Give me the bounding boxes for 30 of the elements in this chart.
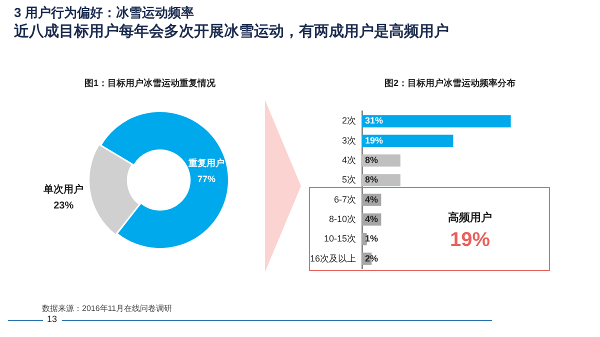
annotation: 高频用户	[447, 210, 493, 225]
data-label: 77%	[198, 174, 216, 184]
y-tick-label: 6-7次	[334, 194, 356, 204]
data-label: 1%	[365, 234, 378, 244]
y-tick-label: 4次	[342, 155, 356, 166]
text: 近八成目标用户每年会多次开展冰雪运动，有两成用户是高频用户	[14, 22, 449, 41]
data-label: 31%	[365, 116, 384, 126]
y-tick-label: 3次	[342, 135, 356, 146]
y-tick-label: 5次	[342, 174, 356, 185]
bar	[362, 134, 454, 147]
chart-title: 图2：目标用户冰雪运动频率分布	[383, 77, 516, 90]
y-tick-label: 2次	[342, 116, 356, 126]
bar	[362, 115, 511, 128]
y-tick-label: 8-10次	[328, 214, 356, 224]
annotation: 19%	[448, 229, 492, 252]
slice-label: 重复用户	[188, 158, 225, 168]
data-label: 23%	[54, 200, 74, 212]
text: 3 用户行为偏好：冰雪运动频率	[14, 4, 194, 22]
y-tick-label: 10-15次	[324, 234, 356, 244]
y-tick-label: 16次及以上	[310, 253, 356, 264]
slice-label: 单次用户	[42, 183, 84, 196]
data-label: 8%	[365, 174, 378, 185]
data-label: 19%	[365, 135, 384, 146]
source-note: 数据来源：2016年11月在线问卷调研	[42, 303, 172, 314]
data-label: 2%	[365, 253, 378, 264]
text: 13	[47, 314, 58, 324]
data-label: 8%	[365, 155, 378, 166]
data-label: 4%	[365, 194, 378, 204]
chart-title: 图1：目标用户冰雪运动重复情况	[83, 77, 216, 90]
data-label: 4%	[365, 214, 378, 224]
